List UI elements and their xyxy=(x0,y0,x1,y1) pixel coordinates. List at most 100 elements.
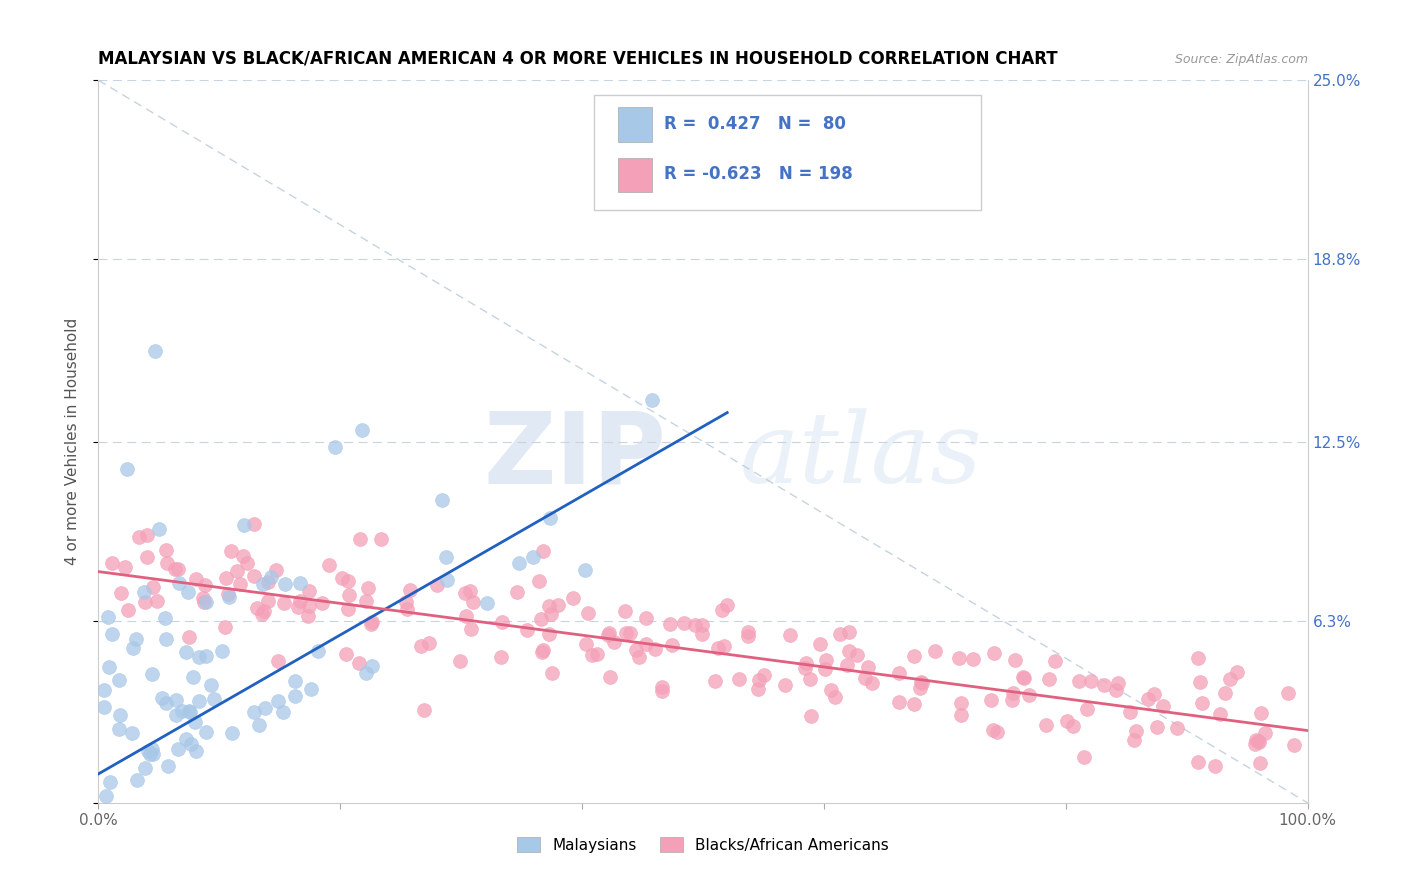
Point xyxy=(889,695,911,709)
Point xyxy=(110,586,132,600)
Point xyxy=(1062,719,1084,733)
Point xyxy=(1056,714,1078,728)
Point xyxy=(838,644,860,658)
Point xyxy=(449,654,471,668)
Point xyxy=(93,699,115,714)
Point xyxy=(846,648,869,662)
Point xyxy=(910,674,932,689)
Point xyxy=(644,641,666,656)
Point xyxy=(399,582,422,597)
Point xyxy=(627,650,650,665)
Point xyxy=(274,577,297,591)
Point xyxy=(779,627,801,641)
Point xyxy=(153,611,176,625)
Point xyxy=(142,747,165,761)
Point xyxy=(454,609,477,624)
Point xyxy=(533,544,555,558)
Point xyxy=(108,673,131,687)
Point xyxy=(156,556,179,570)
Point xyxy=(176,584,198,599)
Point xyxy=(1011,670,1033,684)
Point xyxy=(1012,671,1035,685)
Point xyxy=(243,706,266,720)
Point xyxy=(114,559,136,574)
Point xyxy=(820,683,842,698)
Point xyxy=(1118,705,1140,719)
Point xyxy=(1123,732,1146,747)
Point xyxy=(747,681,769,696)
Point xyxy=(727,673,749,687)
Point xyxy=(619,626,641,640)
Point xyxy=(256,594,278,608)
Point xyxy=(1094,678,1116,692)
Point xyxy=(1250,706,1272,720)
Point xyxy=(267,654,290,668)
Point xyxy=(713,639,735,653)
Point xyxy=(311,596,333,610)
Point xyxy=(194,577,217,591)
Point xyxy=(1187,651,1209,665)
Point xyxy=(184,714,207,729)
Point xyxy=(337,602,360,616)
Point xyxy=(195,649,218,664)
Point xyxy=(673,616,696,631)
Point xyxy=(986,725,1008,739)
Point xyxy=(252,577,274,591)
Point xyxy=(194,725,217,739)
Point xyxy=(243,568,266,582)
Point xyxy=(200,678,222,692)
Point xyxy=(981,723,1004,737)
Point xyxy=(436,573,458,587)
Point xyxy=(257,574,280,589)
FancyBboxPatch shape xyxy=(619,107,652,142)
Point xyxy=(179,705,201,719)
Point xyxy=(352,423,374,437)
Point xyxy=(167,741,190,756)
Point xyxy=(136,549,159,564)
Point xyxy=(336,574,359,588)
Point xyxy=(505,585,527,599)
Point xyxy=(911,675,934,690)
Point xyxy=(1226,665,1249,679)
Point xyxy=(710,603,733,617)
Point xyxy=(1247,734,1270,748)
Point xyxy=(799,672,821,686)
Point xyxy=(354,594,377,608)
Point xyxy=(1219,672,1241,686)
Point xyxy=(307,644,329,658)
Point xyxy=(562,591,585,605)
Point xyxy=(298,599,321,614)
Point xyxy=(1004,653,1026,667)
Point xyxy=(585,648,607,662)
Point xyxy=(460,622,482,636)
Point xyxy=(426,578,449,592)
Point xyxy=(983,646,1005,660)
Point xyxy=(215,571,238,585)
Legend: Malaysians, Blacks/African Americans: Malaysians, Blacks/African Americans xyxy=(510,829,896,860)
Point xyxy=(155,632,177,646)
Point xyxy=(98,660,121,674)
Point xyxy=(860,676,883,690)
Point xyxy=(134,595,156,609)
Point xyxy=(737,629,759,643)
Point xyxy=(1189,675,1212,690)
FancyBboxPatch shape xyxy=(595,95,981,211)
Point xyxy=(254,700,277,714)
Point xyxy=(1204,759,1226,773)
Point xyxy=(395,601,418,615)
Point xyxy=(613,604,636,618)
Point xyxy=(1067,673,1090,688)
Point xyxy=(117,603,139,617)
Point xyxy=(1187,755,1209,769)
Point xyxy=(636,611,658,625)
Point xyxy=(335,647,357,661)
Point xyxy=(273,596,295,610)
Point xyxy=(184,572,207,586)
Point xyxy=(288,593,311,607)
Point xyxy=(581,648,603,663)
Point xyxy=(773,678,796,692)
Point xyxy=(165,708,187,723)
Point xyxy=(349,532,371,546)
Point xyxy=(226,564,249,578)
Point xyxy=(174,731,197,746)
